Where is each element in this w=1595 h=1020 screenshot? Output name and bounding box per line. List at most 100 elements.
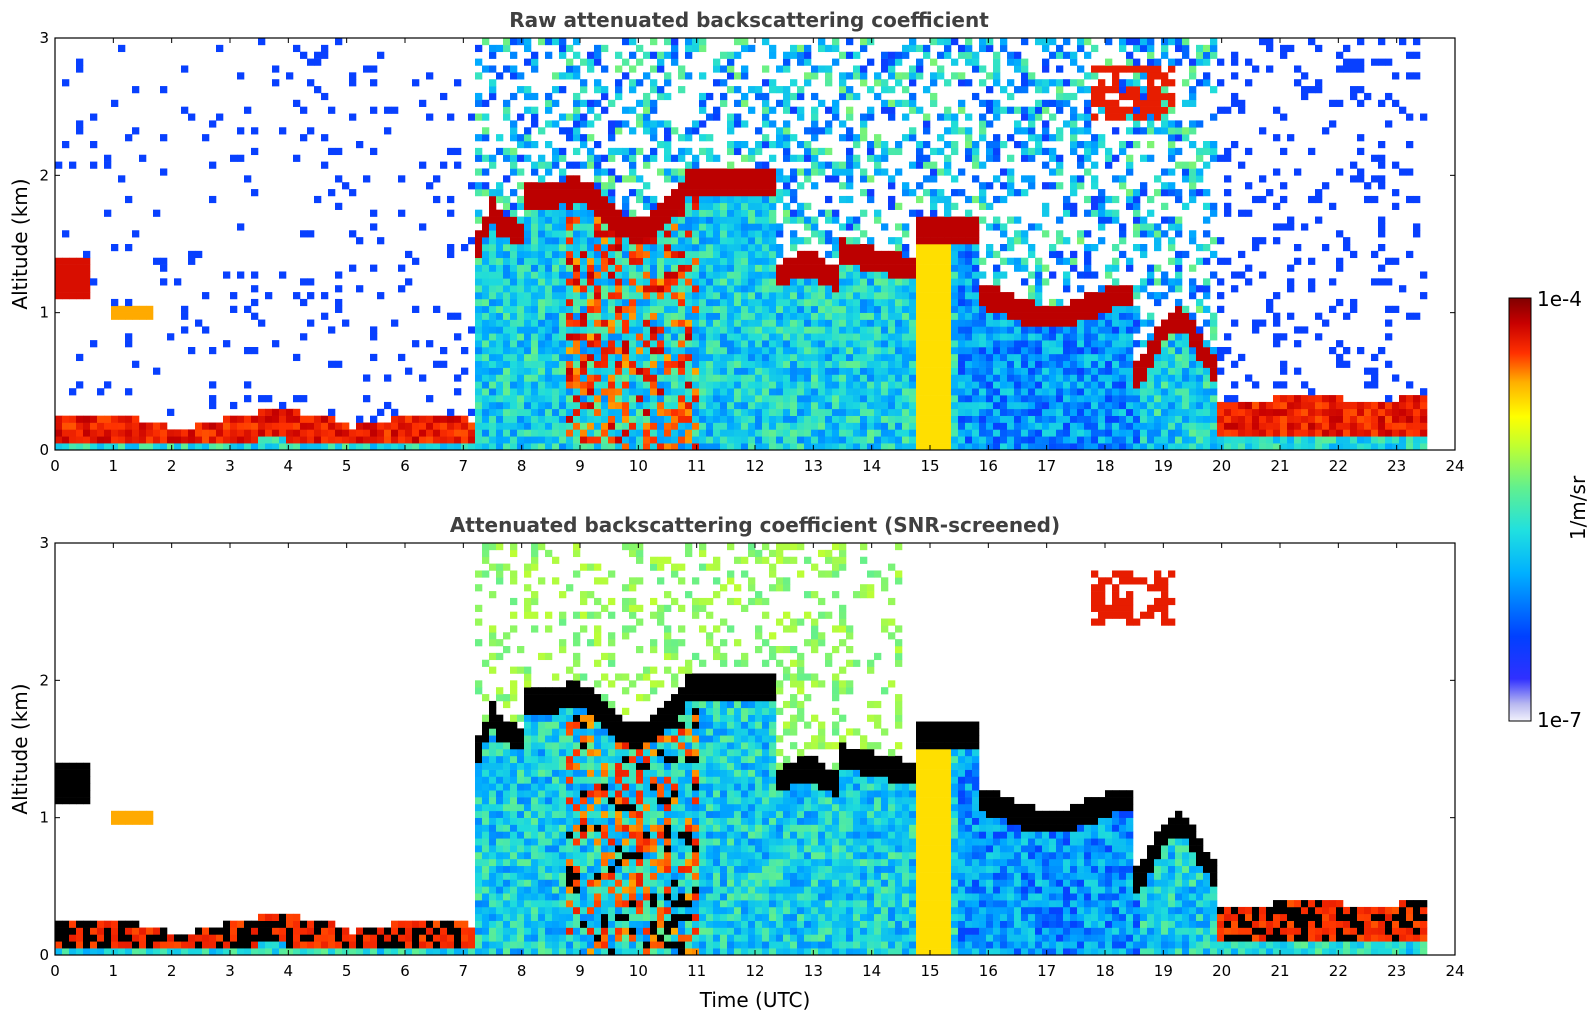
heatmap-cell <box>1147 415 1155 423</box>
heatmap-cell <box>762 202 770 210</box>
heatmap-cell <box>748 244 756 252</box>
heatmap-cell <box>846 223 854 231</box>
heatmap-cell <box>1070 381 1078 389</box>
heatmap-cell <box>1070 443 1078 451</box>
heatmap-cell <box>755 422 763 430</box>
heatmap-cell <box>489 257 497 265</box>
heatmap-cell <box>657 347 665 355</box>
heatmap-cell <box>923 367 931 375</box>
heatmap-cell <box>1154 72 1162 80</box>
heatmap-cell <box>300 443 308 451</box>
heatmap-cell <box>440 429 448 437</box>
heatmap-cell <box>1070 250 1078 259</box>
heatmap-cell <box>1098 65 1106 73</box>
heatmap-cell <box>1098 340 1106 348</box>
heatmap-cell <box>776 443 784 451</box>
heatmap-cell <box>916 65 924 73</box>
heatmap-cell <box>839 182 847 190</box>
heatmap-cell <box>1105 429 1113 437</box>
heatmap-cell <box>104 436 112 444</box>
heatmap-cell <box>797 429 805 437</box>
heatmap-cell <box>1119 147 1127 156</box>
heatmap-cell <box>902 271 910 279</box>
heatmap-cell <box>685 278 693 286</box>
heatmap-cell <box>1147 72 1155 80</box>
heatmap-cell <box>734 340 742 348</box>
heatmap-cell <box>881 65 889 73</box>
heatmap-cell <box>524 340 532 348</box>
heatmap-cell <box>587 195 595 204</box>
heatmap-cell <box>363 443 371 451</box>
heatmap-cell <box>671 230 679 238</box>
heatmap-cell <box>594 278 602 286</box>
heatmap-cell <box>706 367 714 375</box>
heatmap-cell <box>1042 429 1050 437</box>
heatmap-cell <box>748 195 756 204</box>
heatmap-cell <box>69 388 77 396</box>
heatmap-cell <box>734 292 742 300</box>
heatmap-cell <box>895 298 903 307</box>
heatmap-cell <box>846 264 854 272</box>
heatmap-cell <box>447 429 455 437</box>
heatmap-cell <box>951 264 959 272</box>
heatmap-cell <box>1091 415 1099 423</box>
heatmap-cell <box>1161 278 1169 286</box>
heatmap-cell <box>1161 381 1169 389</box>
heatmap-cell <box>972 422 980 430</box>
heatmap-cell <box>1049 113 1057 121</box>
heatmap-cell <box>1014 106 1022 114</box>
heatmap-cell <box>321 429 329 437</box>
heatmap-cell <box>265 292 273 300</box>
heatmap-cell <box>867 395 875 403</box>
heatmap-cell <box>832 319 840 327</box>
heatmap-cell <box>860 134 868 142</box>
heatmap-cell <box>1098 99 1106 107</box>
heatmap-cell <box>1042 161 1050 169</box>
heatmap-cell <box>671 168 679 176</box>
heatmap-cell <box>1070 319 1078 327</box>
heatmap-cell <box>979 381 987 389</box>
heatmap-cell <box>1084 333 1092 341</box>
heatmap-cell <box>1077 415 1085 423</box>
heatmap-cell <box>748 209 756 217</box>
heatmap-cell <box>559 257 567 265</box>
heatmap-cell <box>748 202 756 210</box>
heatmap-cell <box>748 147 756 156</box>
heatmap-cell <box>986 388 994 396</box>
heatmap-cell <box>853 312 861 320</box>
heatmap-cell <box>958 278 966 286</box>
heatmap-cell <box>783 374 791 382</box>
heatmap-cell <box>993 292 1001 300</box>
heatmap-cell <box>783 257 791 265</box>
heatmap-cell <box>1147 429 1155 437</box>
heatmap-cell <box>1021 38 1029 46</box>
heatmap-cell <box>923 120 931 128</box>
heatmap-cell <box>713 278 721 286</box>
heatmap-cell <box>853 161 861 169</box>
heatmap-cell <box>440 347 448 355</box>
heatmap-cell <box>1028 360 1036 368</box>
heatmap-cell <box>986 86 994 94</box>
heatmap-cell <box>153 422 161 430</box>
heatmap-cell <box>83 285 91 293</box>
heatmap-cell <box>608 264 616 272</box>
heatmap-cell <box>846 182 854 190</box>
heatmap-cell <box>1091 340 1099 348</box>
heatmap-cell <box>923 429 931 437</box>
heatmap-cell <box>251 422 259 430</box>
heatmap-cell <box>181 106 189 114</box>
heatmap-cell <box>748 319 756 327</box>
heatmap-cell <box>1098 360 1106 368</box>
heatmap-cell <box>349 264 357 272</box>
heatmap-cell <box>104 422 112 430</box>
heatmap-cell <box>874 401 882 410</box>
heatmap-cell <box>1021 58 1029 66</box>
heatmap-cell <box>328 422 336 430</box>
heatmap-cell <box>790 134 798 142</box>
heatmap-cell <box>930 429 938 437</box>
heatmap-cell <box>552 264 560 272</box>
heatmap-cell <box>97 429 105 437</box>
heatmap-cell <box>650 374 658 382</box>
heatmap-cell <box>566 278 574 286</box>
heatmap-cell <box>1042 202 1050 210</box>
